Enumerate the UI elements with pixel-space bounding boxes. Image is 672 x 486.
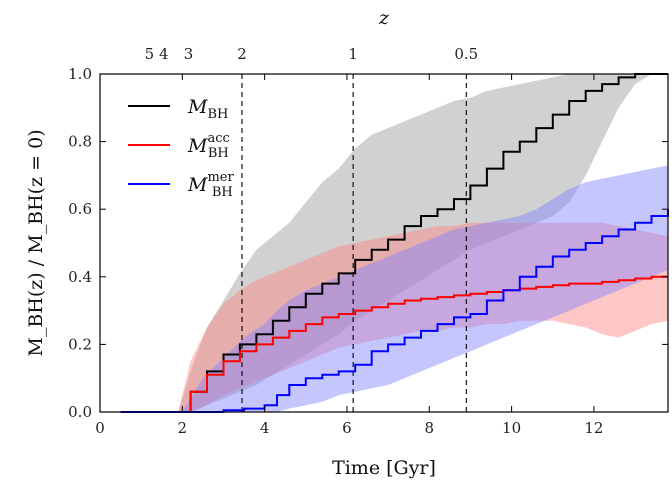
x-tick-label: 2 [178,419,188,437]
uncertainty-bands [120,74,669,412]
series-line-0 [120,73,668,413]
band-1 [120,222,669,412]
x-tick-label: 10 [502,419,521,437]
top-tick-label: 1 [348,45,358,63]
y-axis-label: M_BH(z) / M_BH(z = 0) [25,129,47,356]
top-tick-label: 0.5 [454,45,478,63]
x-tick-label: 6 [342,419,352,437]
y-tick-label: 1.0 [68,65,92,83]
top-redshift-axis: 5 4 3 2 1 0.5 [145,45,479,63]
legend-label-1: Macc BH [187,131,230,161]
top-tick-label: 4 [159,45,169,63]
legend-label-0: MBH [187,96,228,122]
band-2 [120,165,669,412]
y-tick-label: 0.0 [68,403,92,421]
legend-label-2: Mmer BH [187,170,234,200]
top-tick-label: 5 [145,45,155,63]
x-tick-label: 0 [95,419,105,437]
x-axis-ticks: 0 2 4 6 8 10 12 [95,74,603,437]
y-tick-label: 0.4 [68,268,92,286]
legend: MBH Macc BH Mmer BH [128,96,234,200]
redshift-reference-lines [241,74,467,412]
band-0 [120,74,669,412]
top-axis-label: z [378,7,390,29]
x-axis-label: Time [Gyr] [332,457,436,479]
y-tick-label: 0.2 [68,335,92,353]
plot-frame [99,73,669,413]
series-lines [120,73,669,413]
x-tick-label: 8 [425,419,435,437]
y-axis-ticks: 0.0 0.2 0.4 0.6 0.8 1.0 [68,65,668,421]
top-tick-label: 2 [237,45,247,63]
x-tick-label: 4 [260,419,270,437]
y-tick-label: 0.6 [68,200,92,218]
series-line-2 [120,209,669,413]
y-tick-label: 0.8 [68,133,92,151]
series-line-1 [120,275,668,413]
top-tick-label: 3 [184,45,194,63]
x-tick-label: 12 [584,419,603,437]
